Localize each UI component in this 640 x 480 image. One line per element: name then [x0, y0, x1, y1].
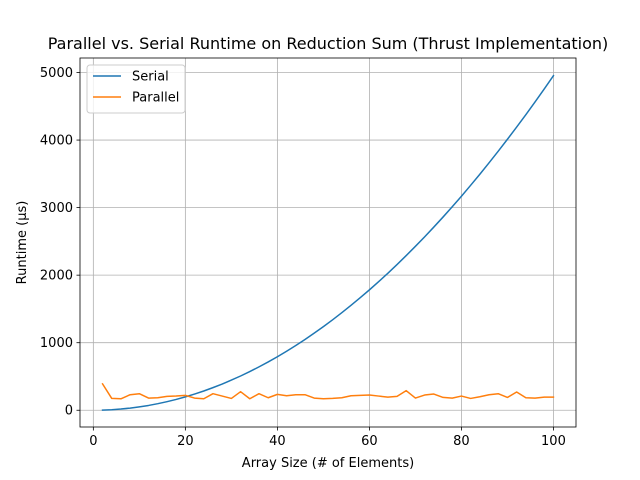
- y-tick-label: 0: [65, 404, 73, 419]
- x-axis-label: Array Size (# of Elements): [242, 456, 414, 471]
- x-tick-label: 80: [453, 434, 470, 449]
- y-tick-label: 2000: [40, 269, 73, 284]
- y-tick-label: 1000: [40, 336, 73, 351]
- chart-title: Parallel vs. Serial Runtime on Reduction…: [48, 34, 609, 53]
- x-tick-label: 60: [361, 434, 378, 449]
- x-tick-label: 100: [541, 434, 566, 449]
- x-tick-label: 0: [89, 434, 97, 449]
- x-tick-label: 20: [177, 434, 194, 449]
- x-tick-label: 40: [269, 434, 286, 449]
- series-line-parallel: [101, 382, 555, 400]
- legend-label-parallel: Parallel: [132, 91, 179, 106]
- legend: Serial Parallel: [86, 64, 186, 114]
- legend-box: [86, 64, 186, 114]
- y-tick-label: 4000: [40, 134, 73, 149]
- series-lines: [101, 74, 555, 411]
- legend-label-serial: Serial: [132, 70, 169, 85]
- plot-frame: [79, 57, 577, 428]
- y-tick-label: 3000: [40, 201, 73, 216]
- y-axis-label: Runtime (µs): [15, 201, 30, 285]
- series-line-serial: [101, 74, 555, 411]
- y-tick-label: 5000: [40, 66, 73, 81]
- grid-lines: [80, 58, 576, 427]
